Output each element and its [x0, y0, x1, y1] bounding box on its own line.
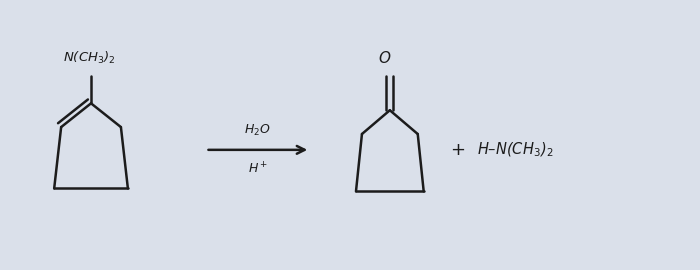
Text: H$_2$O: H$_2$O	[244, 123, 272, 138]
Text: N(CH$_3$)$_2$: N(CH$_3$)$_2$	[62, 50, 116, 66]
Text: +: +	[450, 141, 465, 159]
Text: O: O	[379, 51, 391, 66]
Text: H–N(CH$_3$)$_2$: H–N(CH$_3$)$_2$	[477, 141, 554, 159]
Text: H$^+$: H$^+$	[248, 162, 267, 177]
